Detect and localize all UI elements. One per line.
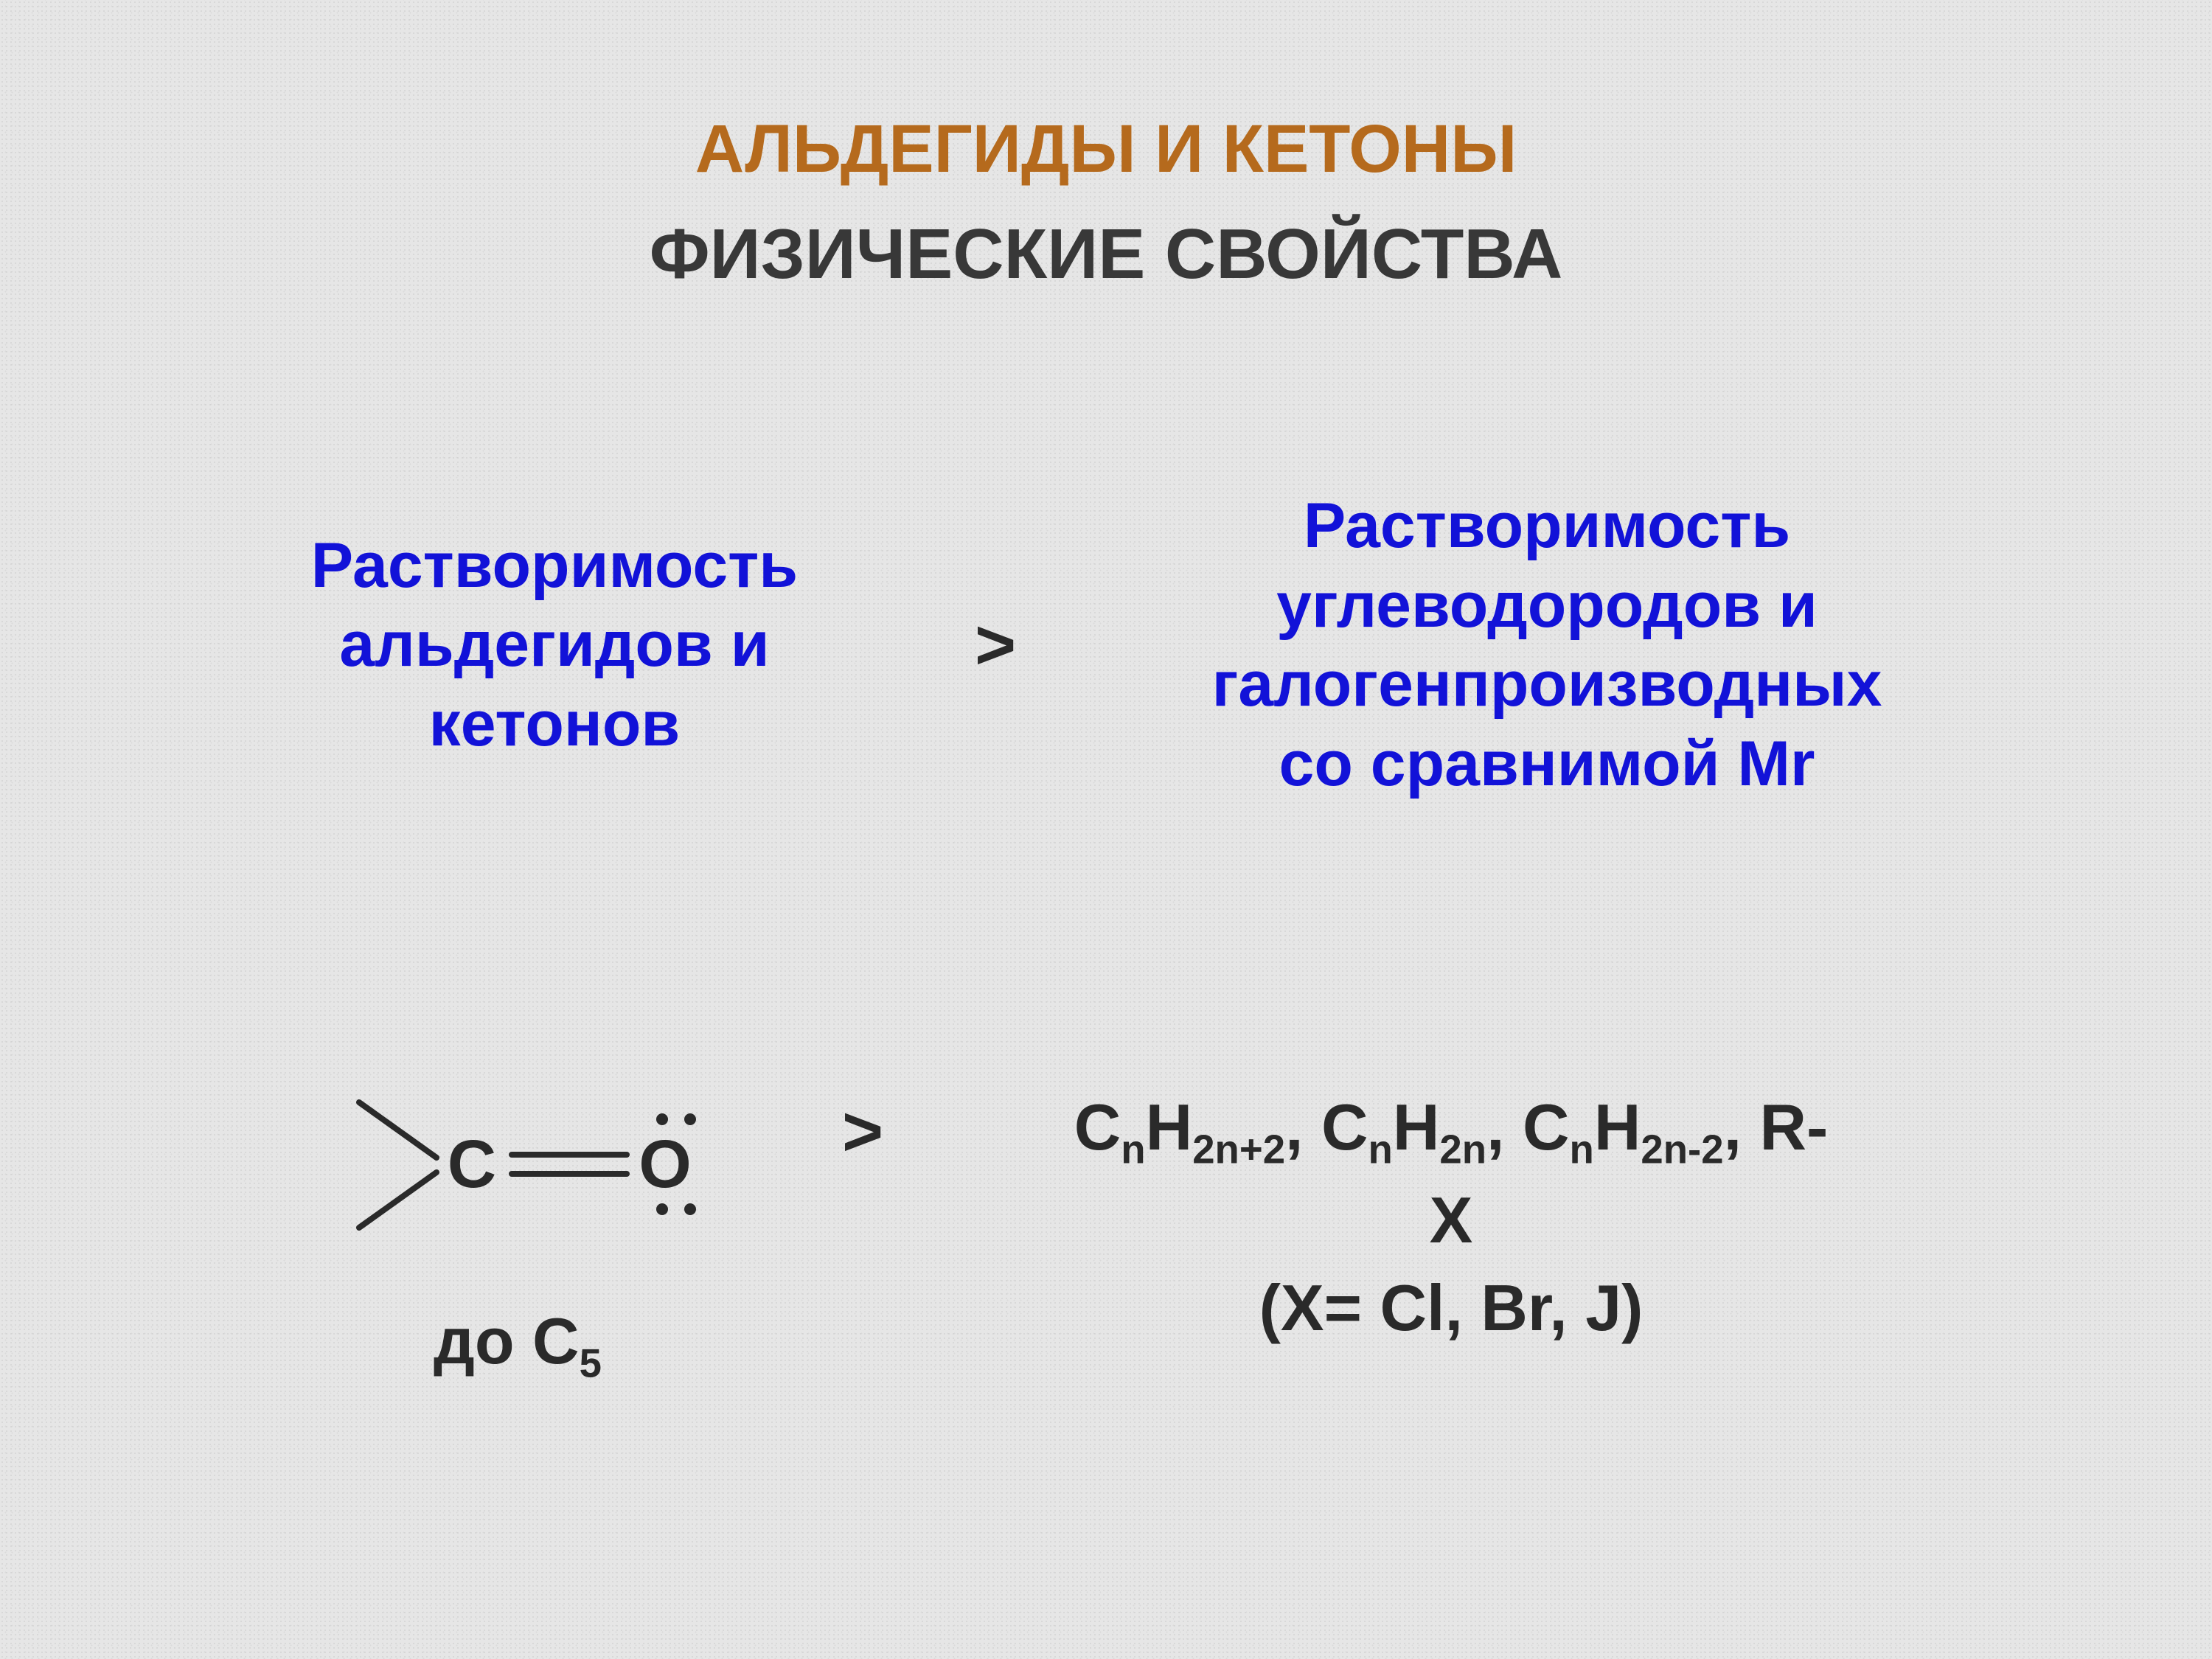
structure-caption: до C5 [434,1298,602,1391]
slide-subtitle: ФИЗИЧЕСКИЕ СВОЙСТВА [0,214,2212,295]
hc-line-2: X [972,1177,1930,1265]
greater-than-sign: > [975,605,1016,686]
slide-title: АЛЬДЕГИДЫ И КЕТОНЫ [0,111,2212,188]
caption-prefix: до C [434,1304,580,1377]
solubility-right-column: Растворимость углеводородов и галогенпро… [1105,487,1989,804]
left-line-3: кетонов [223,685,886,765]
svg-text:C: C [448,1127,496,1202]
svg-text:O: O [639,1127,692,1202]
left-line-1: Растворимость [223,526,886,606]
solubility-left-column: Растворимость альдегидов и кетонов [223,526,886,765]
carbonyl-structure-column: CO до C5 [282,1054,754,1391]
right-line-4: со сравнимой Mr [1105,725,1989,804]
formula-greater-than-sign: > [842,1091,883,1172]
left-line-2: альдегидов и [223,605,886,685]
caption-sub: 5 [580,1341,602,1386]
hydrocarbon-formulas: CnH2n+2, CnH2n, CnH2n-2, R- X (X= Cl, Br… [972,1084,1930,1352]
right-line-1: Растворимость [1105,487,1989,566]
carbonyl-structure-svg: CO [282,1054,754,1276]
formula-comparison-row: CO до C5 > CnH2n+2, CnH2n, CnH2n-2, R- X… [0,1054,2212,1391]
right-line-3: галогенпроизводных [1105,645,1989,725]
hc-line-3: (X= Cl, Br, J) [972,1265,1930,1352]
solubility-comparison-row: Растворимость альдегидов и кетонов > Рас… [0,487,2212,804]
right-line-2: углеводородов и [1105,566,1989,646]
hc-line-1: CnH2n+2, CnH2n, CnH2n-2, R- [972,1084,1930,1177]
